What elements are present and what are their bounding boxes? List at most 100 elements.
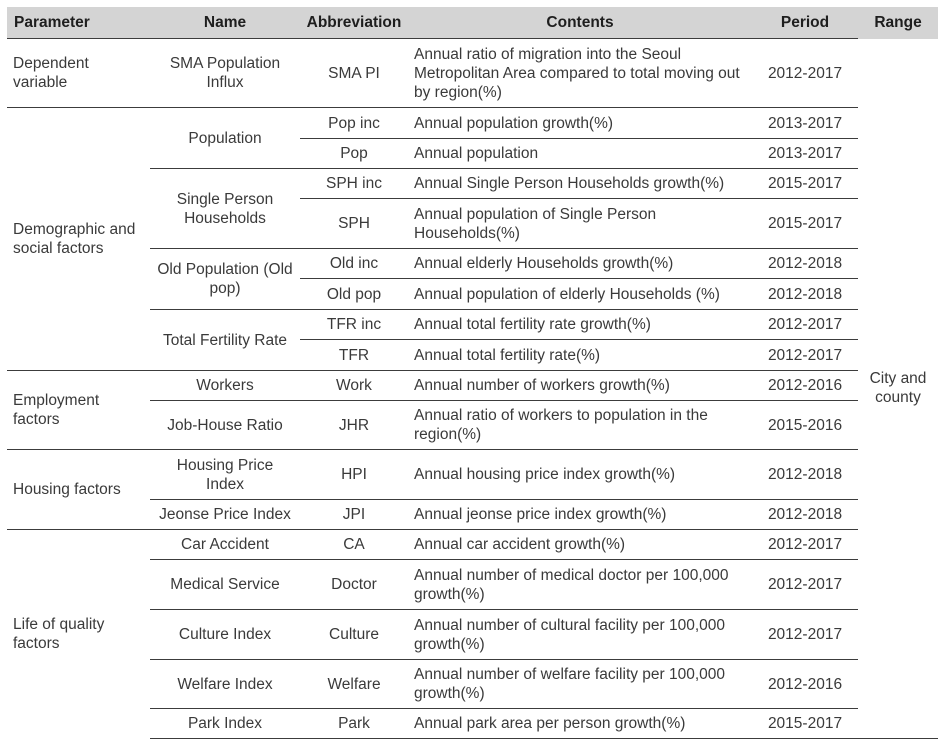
table-row: Housing factors Housing Price Index HPI … bbox=[7, 449, 938, 530]
name-population: Population bbox=[150, 107, 300, 169]
abbr-cell: TFR bbox=[300, 339, 408, 371]
abbr-cell: Old pop bbox=[300, 278, 408, 310]
abbr-cell: SPH inc bbox=[300, 168, 408, 199]
table-row: Life of quality factors Car Accident CA … bbox=[7, 529, 938, 739]
table-row: Job-House Ratio JHR Annual ratio of work… bbox=[7, 400, 938, 450]
abbr-cell: CA bbox=[300, 529, 408, 560]
header-name: Name bbox=[150, 7, 300, 39]
name-tfr: Total Fertility Rate bbox=[150, 309, 300, 371]
abbr-cell: Welfare bbox=[300, 659, 408, 709]
contents-cell: Annual population growth(%) bbox=[408, 107, 752, 139]
period-cell: 2015-2016 bbox=[752, 400, 858, 450]
header-abbreviation: Abbreviation bbox=[300, 7, 408, 39]
table-row: Employment factors Workers Work Annual n… bbox=[7, 370, 938, 450]
table-row: Demographic and social factors Populatio… bbox=[7, 107, 938, 371]
abbr-cell: Work bbox=[300, 370, 408, 401]
contents-cell: Annual total fertility rate(%) bbox=[408, 339, 752, 371]
contents-cell: Annual number of workers growth(%) bbox=[408, 370, 752, 401]
period-cell: 2012-2018 bbox=[752, 499, 858, 530]
table-row: Single Person Households SPH inc Annual … bbox=[7, 168, 938, 249]
name-park: Park Index bbox=[150, 708, 300, 739]
period-cell: 2013-2017 bbox=[752, 107, 858, 139]
name-culture: Culture Index bbox=[150, 609, 300, 660]
range-cell: City and county bbox=[858, 38, 938, 739]
period-cell: 2012-2018 bbox=[752, 248, 858, 279]
name-welfare: Welfare Index bbox=[150, 659, 300, 709]
period-cell: 2013-2017 bbox=[752, 138, 858, 169]
name-workers: Workers bbox=[150, 370, 300, 401]
contents-cell: Annual population of Single Person House… bbox=[408, 198, 752, 249]
abbr-cell: JHR bbox=[300, 400, 408, 450]
contents-cell: Annual ratio of workers to population in… bbox=[408, 400, 752, 450]
table-row: Culture Index Culture Annual number of c… bbox=[7, 609, 938, 660]
abbr-cell: Pop inc bbox=[300, 107, 408, 139]
abbr-cell: Park bbox=[300, 708, 408, 739]
contents-cell: Annual park area per person growth(%) bbox=[408, 708, 752, 739]
period-cell: 2012-2016 bbox=[752, 659, 858, 709]
contents-cell: Annual car accident growth(%) bbox=[408, 529, 752, 560]
contents-cell: Annual population of elderly Households … bbox=[408, 278, 752, 310]
name-sma-pi: SMA Population Influx bbox=[150, 38, 300, 108]
period-cell: 2012-2017 bbox=[752, 559, 858, 610]
contents-cell: Annual jeonse price index growth(%) bbox=[408, 499, 752, 530]
variables-table: Parameter Name Abbreviation Contents Per… bbox=[7, 7, 938, 739]
table-row: Jeonse Price Index JPI Annual jeonse pri… bbox=[7, 499, 938, 530]
group-employment: Employment factors bbox=[7, 370, 150, 450]
period-cell: 2015-2017 bbox=[752, 708, 858, 739]
contents-cell: Annual total fertility rate growth(%) bbox=[408, 309, 752, 340]
name-old: Old Population (Old pop) bbox=[150, 248, 300, 310]
group-dependent: Dependent variable bbox=[7, 38, 150, 108]
abbr-cell: JPI bbox=[300, 499, 408, 530]
contents-cell: Annual number of cultural facility per 1… bbox=[408, 609, 752, 660]
abbr-cell: HPI bbox=[300, 449, 408, 500]
contents-cell: Annual elderly Households growth(%) bbox=[408, 248, 752, 279]
table-row: Old Population (Old pop) Old inc Annual … bbox=[7, 248, 938, 310]
period-cell: 2015-2017 bbox=[752, 198, 858, 249]
period-cell: 2012-2017 bbox=[752, 309, 858, 340]
period-cell: 2012-2017 bbox=[752, 529, 858, 560]
table-row: Pop Annual population 2013-2017 bbox=[7, 138, 938, 169]
abbr-cell: TFR inc bbox=[300, 309, 408, 340]
name-jpi: Jeonse Price Index bbox=[150, 499, 300, 530]
abbr-cell: Pop bbox=[300, 138, 408, 169]
contents-cell: Annual housing price index growth(%) bbox=[408, 449, 752, 500]
header-range: Range bbox=[858, 7, 938, 39]
period-cell: 2012-2018 bbox=[752, 449, 858, 500]
name-hpi: Housing Price Index bbox=[150, 449, 300, 500]
contents-cell: Annual ratio of migration into the Seoul… bbox=[408, 38, 752, 108]
abbr-cell: Culture bbox=[300, 609, 408, 660]
name-doctor: Medical Service bbox=[150, 559, 300, 610]
group-life: Life of quality factors bbox=[7, 529, 150, 739]
abbr-cell: Doctor bbox=[300, 559, 408, 610]
table-row: Total Fertility Rate TFR inc Annual tota… bbox=[7, 309, 938, 371]
abbr-cell: SPH bbox=[300, 198, 408, 249]
name-sph: Single Person Households bbox=[150, 168, 300, 249]
period-cell: 2012-2016 bbox=[752, 370, 858, 401]
table-row: TFR Annual total fertility rate(%) 2012-… bbox=[7, 339, 938, 371]
table-row: Dependent variable SMA Population Influx… bbox=[7, 38, 938, 739]
name-jhr: Job-House Ratio bbox=[150, 400, 300, 450]
abbr-cell: SMA PI bbox=[300, 38, 408, 108]
table-row: Old pop Annual population of elderly Hou… bbox=[7, 278, 938, 310]
contents-cell: Annual Single Person Households growth(%… bbox=[408, 168, 752, 199]
header-parameter: Parameter bbox=[7, 7, 150, 39]
header-row: Parameter Name Abbreviation Contents Per… bbox=[7, 7, 938, 39]
group-demographic: Demographic and social factors bbox=[7, 107, 150, 371]
period-cell: 2012-2017 bbox=[752, 339, 858, 371]
table-row: Welfare Index Welfare Annual number of w… bbox=[7, 659, 938, 709]
period-cell: 2012-2018 bbox=[752, 278, 858, 310]
group-housing: Housing factors bbox=[7, 449, 150, 530]
contents-cell: Annual population bbox=[408, 138, 752, 169]
table-row: Medical Service Doctor Annual number of … bbox=[7, 559, 938, 610]
period-cell: 2012-2017 bbox=[752, 38, 858, 108]
variables-table-container: Parameter Name Abbreviation Contents Per… bbox=[7, 7, 938, 739]
period-cell: 2012-2017 bbox=[752, 609, 858, 660]
abbr-cell: Old inc bbox=[300, 248, 408, 279]
contents-cell: Annual number of medical doctor per 100,… bbox=[408, 559, 752, 610]
header-period: Period bbox=[752, 7, 858, 39]
table-row: SPH Annual population of Single Person H… bbox=[7, 198, 938, 249]
period-cell: 2015-2017 bbox=[752, 168, 858, 199]
header-contents: Contents bbox=[408, 7, 752, 39]
name-ca: Car Accident bbox=[150, 529, 300, 560]
table-row: Park Index Park Annual park area per per… bbox=[7, 708, 938, 739]
